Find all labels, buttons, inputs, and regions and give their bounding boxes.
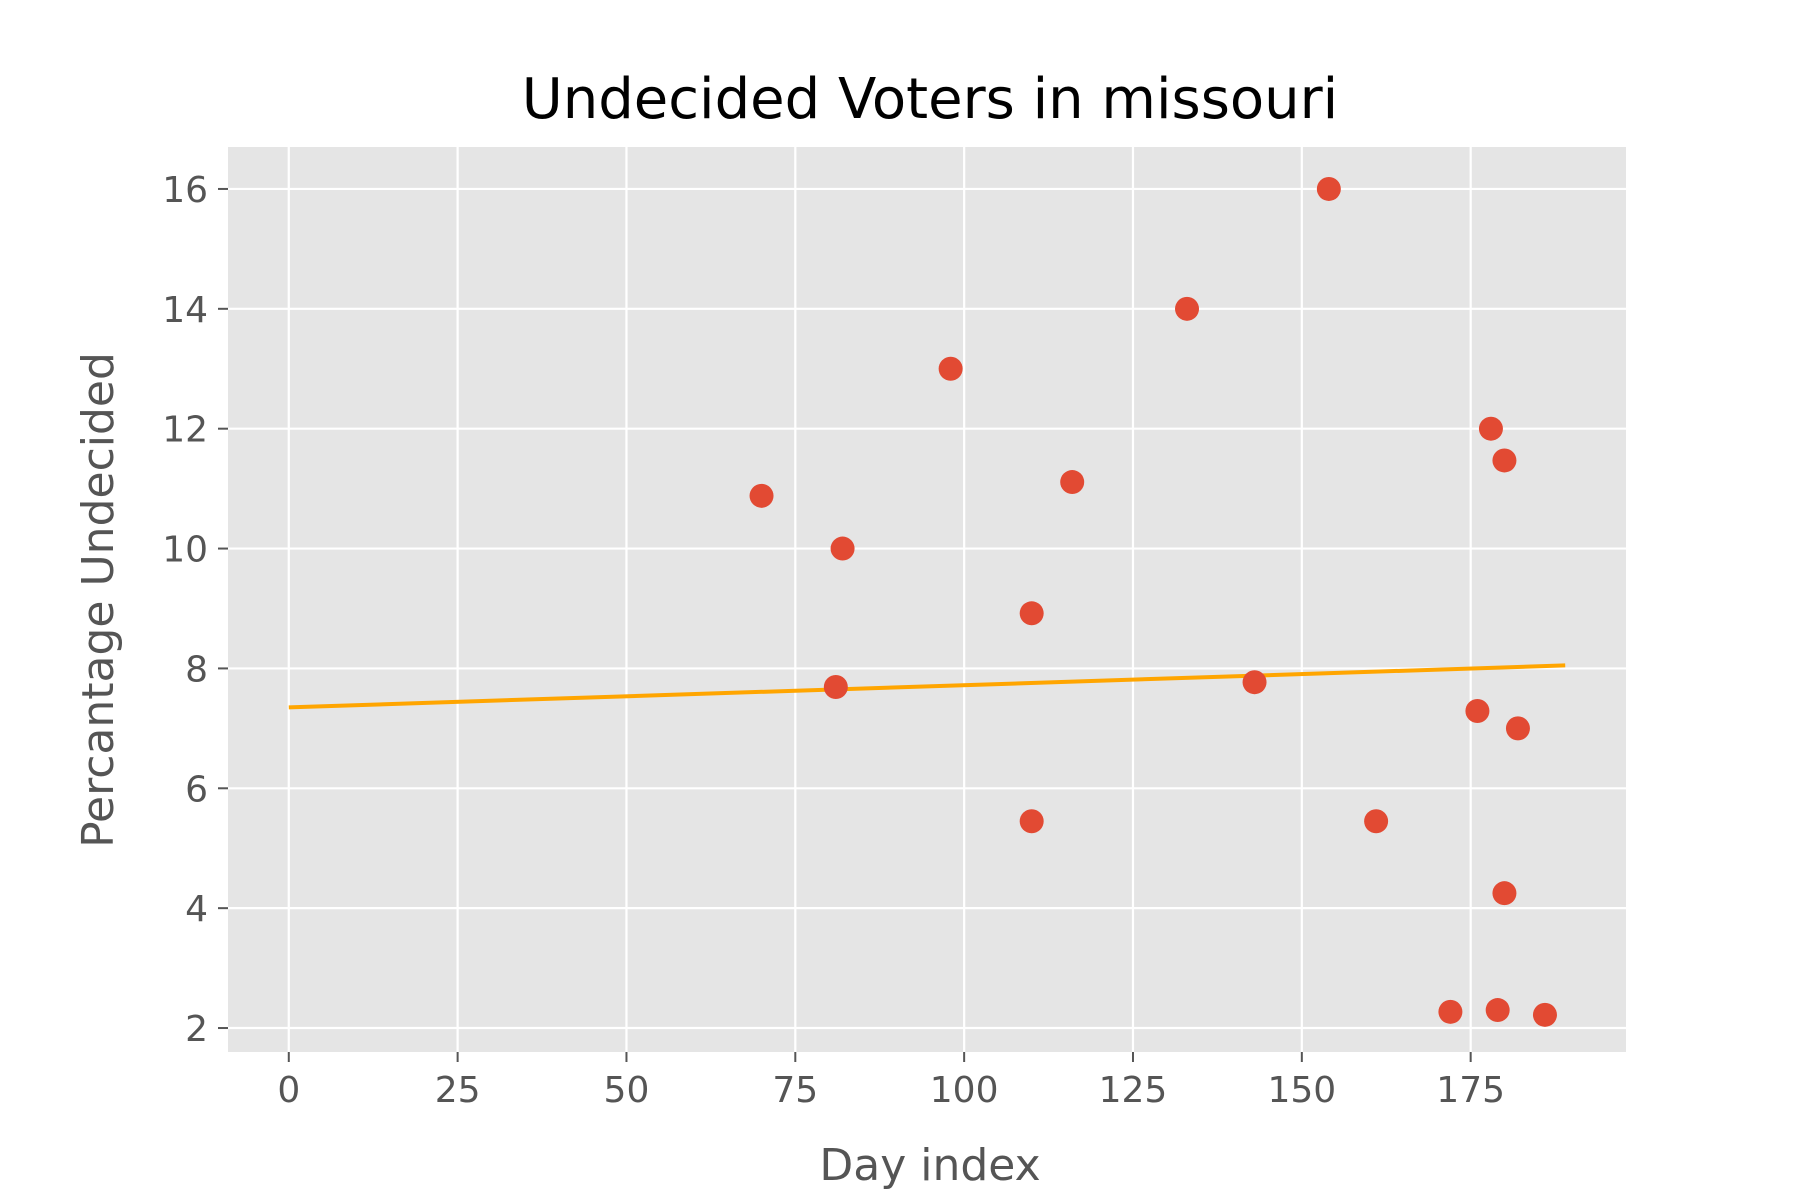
- scatter-point: [1019, 809, 1044, 834]
- scatter-point: [1478, 416, 1503, 441]
- scatter-point: [1485, 998, 1510, 1023]
- grid-lines: [228, 147, 1626, 1052]
- y-tick-label: 8: [185, 649, 208, 690]
- scatter-point: [1316, 176, 1341, 201]
- axis-ticks: 0 25 50 75 100 125 150 175 2 4 6 8 10 12 14 16: [162, 170, 1505, 1111]
- x-axis-label: Day index: [819, 1140, 1040, 1191]
- y-tick-label: 12: [162, 410, 208, 451]
- y-tick-label: 4: [185, 889, 208, 930]
- chart-title: Undecided Voters in missouri: [522, 67, 1338, 132]
- scatter-point: [1060, 470, 1085, 495]
- scatter-point: [1532, 1002, 1557, 1027]
- x-tick-label: 150: [1267, 1070, 1336, 1111]
- x-tick-label: 175: [1436, 1070, 1505, 1111]
- x-tick-label: 75: [772, 1070, 818, 1111]
- y-tick-label: 16: [162, 170, 208, 211]
- scatter-point: [1364, 809, 1389, 834]
- y-tick-label: 14: [162, 290, 208, 331]
- y-tick-label: 10: [162, 530, 208, 571]
- scatter-point: [1175, 296, 1200, 321]
- data-points: [749, 176, 1557, 1027]
- trend-line-segment: [288, 663, 1566, 710]
- scatter-point: [1492, 881, 1517, 906]
- scatter-point: [1492, 448, 1517, 473]
- scatter-point: [1019, 601, 1044, 626]
- scatter-point: [1438, 999, 1463, 1024]
- x-tick-label: 25: [435, 1070, 481, 1111]
- plot-background: [228, 147, 1626, 1052]
- x-tick-label: 100: [930, 1070, 999, 1111]
- x-tick-label: 50: [604, 1070, 650, 1111]
- trend-line: [288, 663, 1566, 710]
- scatter-point: [823, 675, 848, 700]
- scatter-point: [830, 536, 855, 561]
- scatter-point: [749, 483, 774, 508]
- scatter-point: [1465, 698, 1490, 723]
- scatter-point: [1505, 716, 1530, 741]
- y-axis-label: Percantage Undecided: [73, 352, 124, 848]
- x-tick-label: 0: [277, 1070, 300, 1111]
- scatter-point: [1242, 670, 1267, 695]
- y-tick-label: 2: [185, 1009, 208, 1050]
- y-tick-label: 6: [185, 769, 208, 810]
- scatter-point: [938, 356, 963, 381]
- x-tick-label: 125: [1099, 1070, 1168, 1111]
